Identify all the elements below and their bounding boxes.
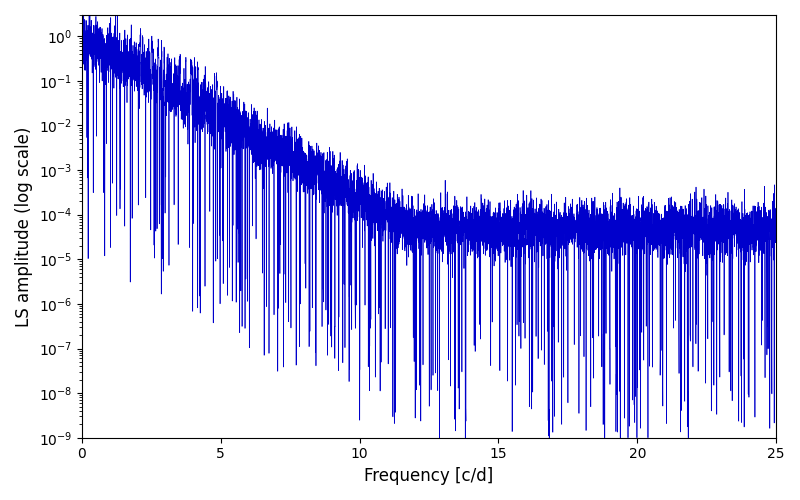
X-axis label: Frequency [c/d]: Frequency [c/d] <box>364 467 494 485</box>
Y-axis label: LS amplitude (log scale): LS amplitude (log scale) <box>15 126 33 326</box>
